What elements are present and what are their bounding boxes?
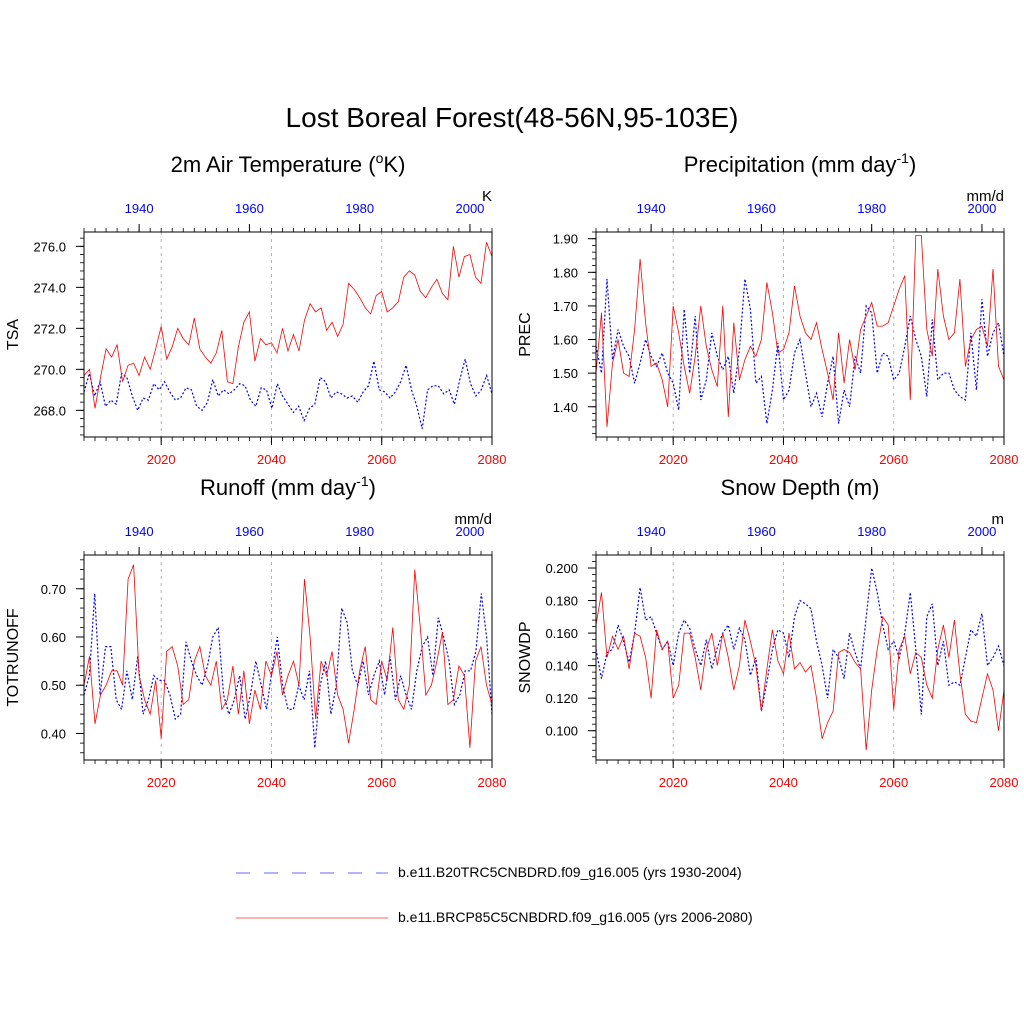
plot-frame xyxy=(83,231,493,438)
y-tick-label: 0.120 xyxy=(545,691,578,706)
y-tick-label: 272.0 xyxy=(33,321,66,336)
y-axis-label: PREC xyxy=(517,312,534,356)
y-tick-label: 0.70 xyxy=(41,582,66,597)
x-bottom-tick-label: 2020 xyxy=(659,775,688,790)
y-tick-label: 0.160 xyxy=(545,626,578,641)
x-top-tick-label: 2000 xyxy=(967,201,996,216)
y-axis-label: TOTRUNOFF xyxy=(5,608,22,707)
series-future-line xyxy=(83,242,493,409)
y-tick-label: 0.50 xyxy=(41,678,66,693)
legend: b.e11.B20TRC5CNBDRD.f09_g16.005 (yrs 193… xyxy=(236,864,753,925)
x-bottom-tick-label: 2060 xyxy=(367,452,396,467)
series-future-line xyxy=(83,564,493,748)
panel-tsa: 2m Air Temperature (oK) K 2020 2040 2060 2080… xyxy=(5,150,506,467)
x-bottom-tick-label: 2020 xyxy=(659,452,688,467)
y-axis-label: SNOWDP xyxy=(517,622,534,694)
y-tick-label: 1.40 xyxy=(553,400,578,415)
x-top-tick-label: 1940 xyxy=(125,524,154,539)
series-historical-line xyxy=(83,593,493,748)
x-top-tick-label: 1940 xyxy=(125,201,154,216)
y-tick-label: 0.140 xyxy=(545,659,578,674)
plot-frame xyxy=(595,231,1005,438)
x-top-tick-label: 1960 xyxy=(235,201,264,216)
x-bottom-tick-label: 2020 xyxy=(147,775,176,790)
x-top-tick-label: 2000 xyxy=(455,524,484,539)
x-top-tick-label: 1960 xyxy=(747,524,776,539)
panel-prec: Precipitation (mm day-1) mm/d 2020 2040 2060… xyxy=(517,150,1018,467)
x-top-tick-label: 1960 xyxy=(747,201,776,216)
legend-future-label: b.e11.BRCP85C5CNBDRD.f09_g16.005 (yrs 20… xyxy=(398,909,753,925)
y-tick-label: 270.0 xyxy=(33,362,66,377)
x-bottom-tick-label: 2080 xyxy=(990,775,1019,790)
y-tick-label: 1.90 xyxy=(553,232,578,247)
series-historical-line xyxy=(595,567,1005,715)
x-top-tick-label: 2000 xyxy=(967,524,996,539)
y-tick-label: 276.0 xyxy=(33,239,66,254)
y-tick-label: 0.180 xyxy=(545,594,578,609)
panel-totrunoff: Runoff (mm day-1) mm/d 2020 2040 2060 2080 194… xyxy=(5,473,506,790)
series-historical-line xyxy=(595,278,1005,424)
y-tick-label: 274.0 xyxy=(33,280,66,295)
x-bottom-tick-label: 2020 xyxy=(147,452,176,467)
y-tick-label: 268.0 xyxy=(33,403,66,418)
panel-title: Precipitation (mm day-1) xyxy=(684,150,917,177)
series-future-line xyxy=(595,234,1005,427)
panel-title: Runoff (mm day-1) xyxy=(200,473,376,500)
series-future-line xyxy=(595,592,1005,751)
units-label: mm/d xyxy=(967,188,1005,205)
panel-title: 2m Air Temperature (oK) xyxy=(171,150,406,177)
x-bottom-tick-label: 2040 xyxy=(257,452,286,467)
y-tick-label: 0.40 xyxy=(41,726,66,741)
x-bottom-tick-label: 2080 xyxy=(478,775,507,790)
x-top-tick-label: 1980 xyxy=(345,201,374,216)
x-bottom-tick-label: 2060 xyxy=(879,452,908,467)
units-label: mm/d xyxy=(455,511,493,528)
x-bottom-tick-label: 2080 xyxy=(990,452,1019,467)
x-top-tick-label: 2000 xyxy=(455,201,484,216)
x-bottom-tick-label: 2060 xyxy=(367,775,396,790)
plot-frame xyxy=(595,554,1005,761)
figure-title: Lost Boreal Forest(48-56N,95-103E) xyxy=(286,102,739,133)
y-tick-label: 0.60 xyxy=(41,630,66,645)
x-top-tick-label: 1980 xyxy=(857,201,886,216)
x-top-tick-label: 1960 xyxy=(235,524,264,539)
x-top-tick-label: 1940 xyxy=(637,524,666,539)
y-axis-label: TSA xyxy=(5,319,22,350)
y-tick-label: 1.70 xyxy=(553,299,578,314)
x-top-tick-label: 1940 xyxy=(637,201,666,216)
x-top-tick-label: 1980 xyxy=(345,524,374,539)
x-bottom-tick-label: 2060 xyxy=(879,775,908,790)
x-bottom-tick-label: 2040 xyxy=(257,775,286,790)
panel-title: Snow Depth (m) xyxy=(721,475,880,500)
x-bottom-tick-label: 2040 xyxy=(769,452,798,467)
y-tick-label: 1.50 xyxy=(553,366,578,381)
series-historical-line xyxy=(83,358,493,429)
panels: 2m Air Temperature (oK) K 2020 2040 2060 2080… xyxy=(5,150,1018,790)
units-label: m xyxy=(992,511,1005,528)
x-top-tick-label: 1980 xyxy=(857,524,886,539)
y-tick-label: 1.80 xyxy=(553,265,578,280)
panel-snowdp: Snow Depth (m) m 2020 2040 2060 2080 1940 1960 1… xyxy=(517,475,1018,790)
y-tick-label: 0.200 xyxy=(545,561,578,576)
y-tick-label: 1.60 xyxy=(553,333,578,348)
x-bottom-tick-label: 2080 xyxy=(478,452,507,467)
plot-frame xyxy=(83,554,493,761)
y-tick-label: 0.100 xyxy=(545,724,578,739)
units-label: K xyxy=(482,188,492,205)
legend-historical-label: b.e11.B20TRC5CNBDRD.f09_g16.005 (yrs 193… xyxy=(398,864,742,880)
x-bottom-tick-label: 2040 xyxy=(769,775,798,790)
